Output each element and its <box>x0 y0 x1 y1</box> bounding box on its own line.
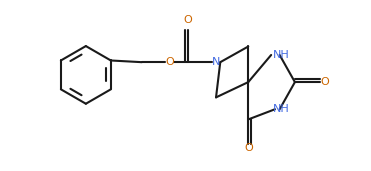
Text: O: O <box>165 57 174 67</box>
Text: NH: NH <box>273 50 289 60</box>
Text: O: O <box>320 77 329 87</box>
Text: O: O <box>184 15 193 25</box>
Text: NH: NH <box>273 104 289 114</box>
Text: O: O <box>244 143 253 153</box>
Text: N: N <box>212 57 220 67</box>
